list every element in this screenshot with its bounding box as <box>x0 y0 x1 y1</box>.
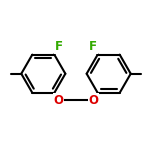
Text: O: O <box>88 93 98 107</box>
Text: O: O <box>54 93 64 107</box>
Text: F: F <box>89 40 97 53</box>
Text: F: F <box>55 40 63 53</box>
